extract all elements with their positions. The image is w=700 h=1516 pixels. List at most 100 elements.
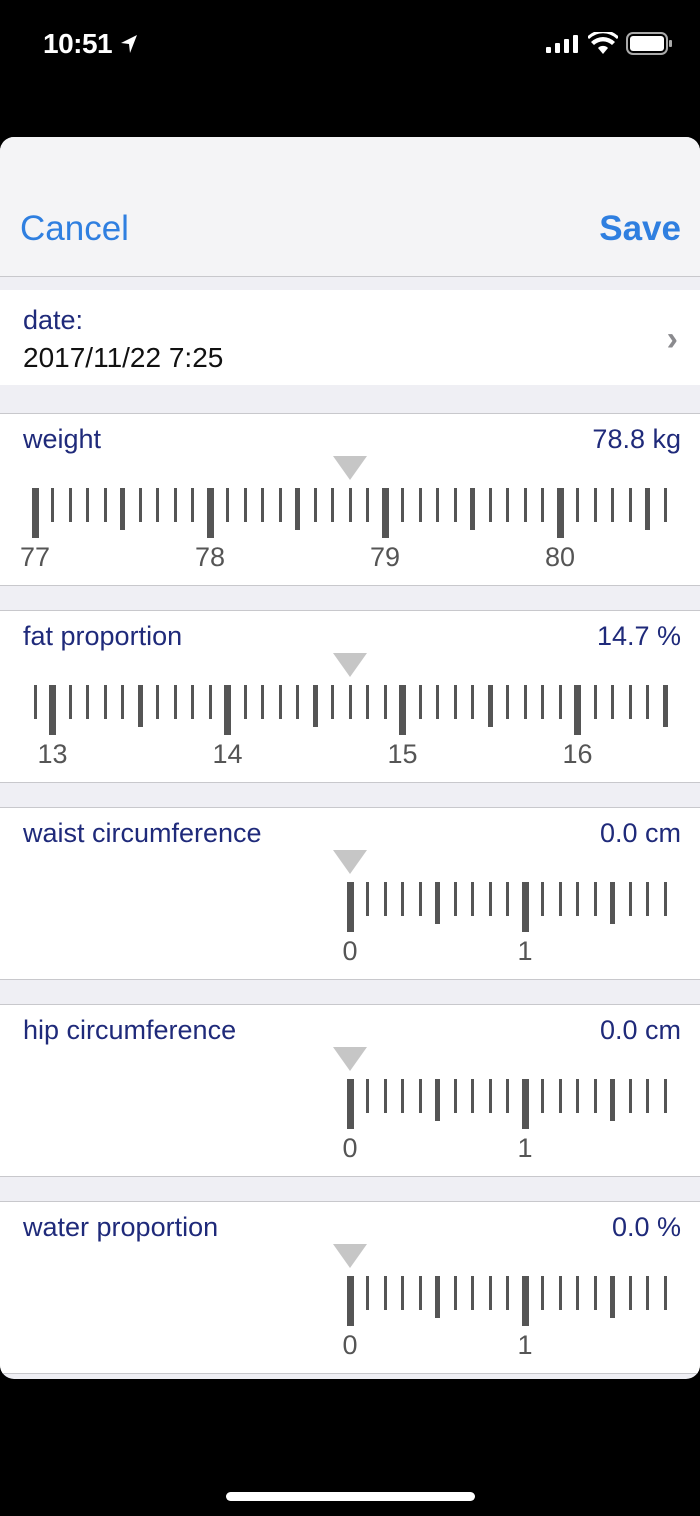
cancel-button[interactable]: Cancel	[20, 209, 129, 248]
ruler-tick	[383, 685, 387, 719]
ruler-tick	[593, 1079, 597, 1113]
ruler-tick	[628, 1079, 632, 1113]
measurement-label: waist circumference	[23, 818, 262, 848]
nav-bar: Cancel Save	[0, 137, 700, 277]
ruler-tick	[261, 488, 264, 522]
ruler-tick	[663, 882, 667, 916]
ruler-tick	[628, 488, 632, 522]
ruler-tick	[120, 488, 125, 530]
ruler-tick-label: 13	[37, 739, 68, 769]
ruler-tick	[86, 488, 89, 522]
ruler-tick	[663, 1276, 667, 1310]
ruler-tick	[488, 1276, 492, 1310]
ruler-tick	[663, 488, 667, 522]
ruler-tick-label: 1	[517, 1133, 533, 1163]
ruler-tick	[381, 488, 389, 538]
ruler-tick	[296, 685, 299, 719]
ruler-tick	[348, 488, 352, 522]
measurement-value: 0.0 cm	[599, 818, 681, 848]
ruler-tick	[611, 685, 614, 719]
ruler-tick	[488, 1079, 492, 1113]
ruler-tick	[68, 488, 72, 522]
ruler-tick	[541, 488, 544, 522]
ruler-tick	[121, 685, 124, 719]
ruler-tick	[173, 488, 177, 522]
ruler-tick	[506, 685, 509, 719]
measurement-water-proportion: water proportion 0.0 % 0 1	[0, 1201, 700, 1374]
ruler-tick	[383, 882, 387, 916]
ruler-tick	[366, 1079, 369, 1113]
ruler-tick	[646, 1079, 649, 1113]
ruler-tick	[418, 488, 422, 522]
ruler-tick	[611, 488, 614, 522]
ruler-tick	[418, 685, 422, 719]
ruler-tick	[435, 882, 440, 924]
pointer-triangle-icon	[333, 653, 367, 677]
ruler-tick	[68, 685, 72, 719]
measurement-value: 0.0 %	[611, 1212, 681, 1242]
ruler-tick-label: 1	[517, 936, 533, 966]
ruler-tick	[312, 685, 318, 727]
ruler-tick	[418, 882, 422, 916]
ruler-tick	[663, 1079, 667, 1113]
ruler-tick	[541, 685, 544, 719]
ruler-tick	[33, 685, 37, 719]
ruler-tick	[49, 685, 56, 735]
ruler-tick	[521, 1276, 529, 1326]
ruler-tick	[226, 488, 229, 522]
measurement-label: hip circumference	[23, 1015, 237, 1045]
ruler-tick	[435, 1276, 440, 1318]
home-indicator[interactable]	[226, 1492, 475, 1501]
measurement-value: 14.7 %	[596, 621, 681, 651]
ruler-tick	[173, 685, 177, 719]
ruler-tick	[646, 1276, 649, 1310]
ruler-tick	[103, 488, 107, 522]
ruler-tick-label: 15	[387, 739, 418, 769]
entry-sheet: Cancel Save date: 2017/11/22 7:25 › weig…	[0, 137, 700, 1379]
measurement-waist-circumference: waist circumference 0.0 cm 0 1	[0, 807, 700, 980]
ruler-tick	[593, 685, 597, 719]
ruler-tick	[506, 1276, 509, 1310]
ruler-tick	[541, 1276, 544, 1310]
ruler-tick	[521, 1079, 529, 1129]
ruler-tick	[436, 488, 439, 522]
ruler-tick	[541, 1079, 544, 1113]
ruler-tick-label: 78	[194, 542, 226, 572]
measurement-label: weight	[23, 424, 102, 454]
ruler-tick	[366, 488, 369, 522]
ruler-tick	[487, 685, 493, 727]
ruler-tick	[418, 1276, 422, 1310]
date-row[interactable]: date: 2017/11/22 7:25 ›	[0, 290, 700, 385]
date-label: date:	[23, 305, 84, 335]
ruler-tick	[401, 882, 404, 916]
ruler-tick	[331, 685, 334, 719]
date-value: 2017/11/22 7:25	[23, 342, 224, 373]
chevron-right-icon: ›	[666, 320, 678, 358]
ruler-tick	[646, 685, 649, 719]
ruler-tick	[576, 1276, 579, 1310]
ruler-tick	[576, 488, 579, 522]
save-button[interactable]: Save	[599, 209, 681, 248]
ruler-tick	[506, 488, 509, 522]
measurement-weight: weight 78.8 kg 77 78 79 80	[0, 413, 700, 586]
ruler-tick	[137, 685, 143, 727]
ruler-tick	[348, 685, 352, 719]
ruler-tick-label: 77	[19, 542, 51, 572]
ruler-tick	[208, 685, 212, 719]
ruler-tick	[593, 488, 597, 522]
measurement-hip-circumference: hip circumference 0.0 cm 0 1	[0, 1004, 700, 1177]
ruler-tick	[662, 685, 668, 727]
ruler-tick	[610, 1276, 615, 1318]
ruler-tick	[206, 488, 214, 538]
ruler-tick	[138, 488, 142, 522]
ruler-tick	[628, 882, 632, 916]
ruler-tick	[558, 1276, 562, 1310]
measurement-fat-proportion: fat proportion 14.7 % 13 14 15 16	[0, 610, 700, 783]
ruler-tick	[453, 1276, 457, 1310]
ruler-tick	[346, 1276, 354, 1326]
ruler-tick	[574, 685, 581, 735]
ruler-tick	[453, 1079, 457, 1113]
wifi-icon	[588, 32, 618, 54]
ruler-tick	[346, 882, 354, 932]
ruler-tick	[610, 882, 615, 924]
